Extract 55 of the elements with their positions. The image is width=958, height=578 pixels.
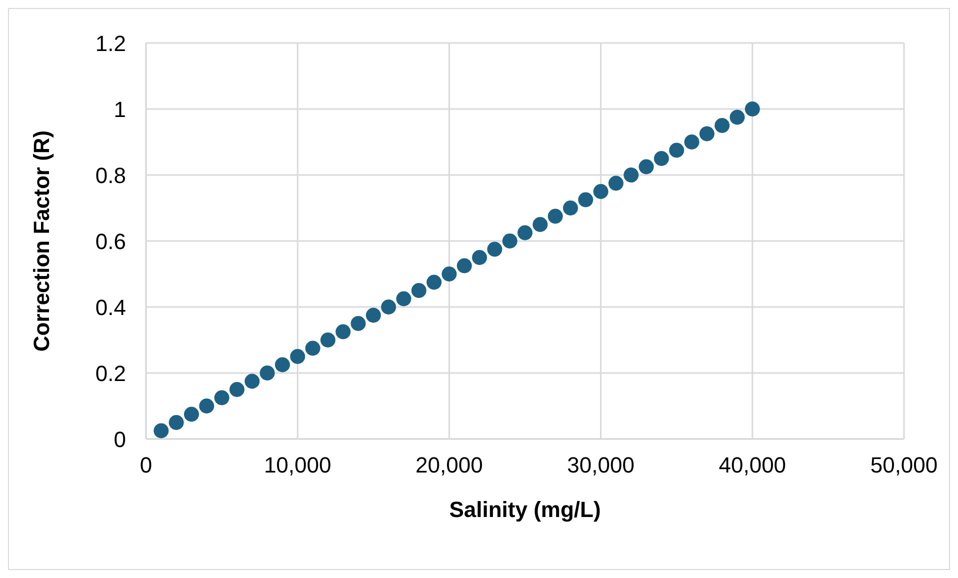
y-tick-label: 0.8 [95, 162, 126, 188]
point [730, 110, 745, 125]
point [305, 340, 320, 356]
point [518, 225, 532, 240]
point [290, 349, 306, 364]
y-tick-label: 1.2 [95, 30, 126, 56]
point [320, 332, 336, 348]
point [472, 250, 488, 265]
point [744, 102, 760, 116]
point [244, 374, 260, 389]
point [396, 291, 412, 306]
point [684, 134, 700, 150]
point [487, 242, 502, 257]
point [562, 200, 578, 216]
y-tick-label: 0.6 [95, 228, 126, 254]
x-tick-label: 40,000 [718, 452, 786, 478]
x-tick-label: 30,000 [567, 452, 634, 478]
point [274, 357, 290, 372]
point [229, 382, 244, 397]
y-axis-title: Correction Factor (R) [28, 130, 54, 352]
point [548, 208, 563, 224]
point [714, 118, 730, 133]
x-tick-label: 0 [140, 452, 152, 478]
point [593, 184, 608, 199]
point [381, 300, 396, 314]
point [350, 316, 366, 331]
point [184, 406, 199, 422]
point [336, 324, 351, 340]
point [411, 283, 426, 298]
point [502, 234, 518, 248]
point [654, 151, 669, 166]
point [442, 266, 457, 282]
x-tick-label: 50,000 [870, 452, 938, 478]
x-axis-title: Salinity (mg/L) [449, 497, 601, 522]
y-tick-label: 0 [114, 426, 126, 452]
y-tick-label: 1 [114, 96, 126, 122]
point [168, 415, 184, 430]
point [532, 217, 548, 232]
point [669, 142, 684, 158]
y-tick-label: 0.4 [95, 294, 126, 320]
point [456, 258, 472, 274]
point [578, 192, 594, 208]
x-tick-label: 20,000 [416, 452, 483, 478]
point [154, 423, 169, 438]
point [426, 274, 442, 290]
point [624, 168, 639, 182]
point [608, 176, 624, 191]
x-tick-label: 10,000 [264, 452, 332, 478]
point [638, 159, 654, 174]
point [199, 398, 214, 414]
y-tick-label: 0.2 [95, 360, 126, 386]
point [699, 126, 714, 142]
point [260, 366, 275, 380]
point [366, 308, 381, 323]
point [214, 390, 230, 406]
